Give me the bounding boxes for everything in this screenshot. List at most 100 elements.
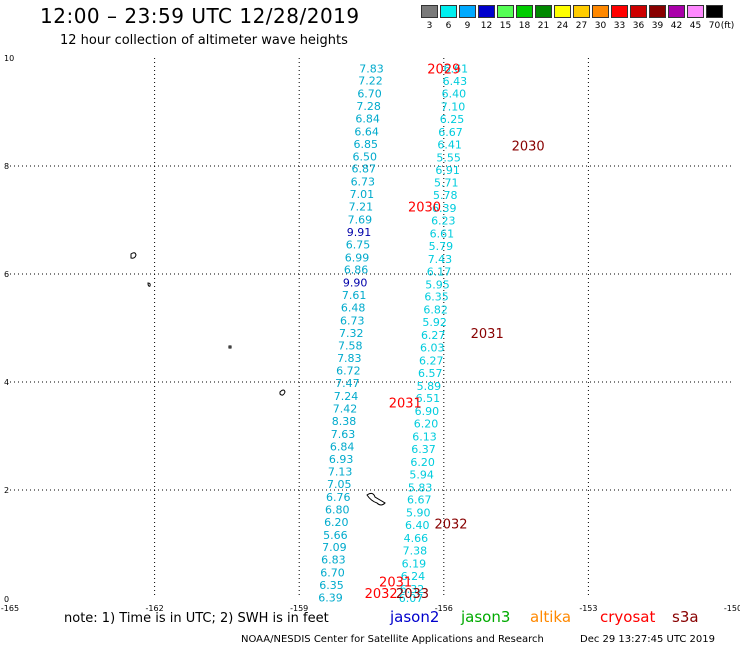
legend-swatch [421,5,438,18]
legend-swatch [592,5,609,18]
swh-value: 6.91 [435,164,460,177]
swh-value: 7.38 [403,544,428,557]
swh-value: 7.43 [428,253,453,266]
swh-value: 6.50 [353,150,378,163]
legend-label: 18 [518,21,531,31]
legend-label: 45 [689,21,702,31]
swh-value: 6.76 [326,491,351,504]
y-tick-label: 0 [4,595,9,604]
swh-value: 4.66 [404,532,429,545]
coastline [130,252,386,506]
legend-swatch [687,5,704,18]
x-tick-label: -150 [724,604,740,613]
swh-value: 5.79 [429,240,454,253]
swh-value: 5.90 [406,507,431,520]
swh-value: 6.37 [411,443,436,456]
legend-label: 15 [499,21,512,31]
swh-value: 6.86 [344,264,369,277]
swh-value: 6.70 [320,567,345,580]
swh-value: 7.09 [322,541,347,554]
swh-value: 6.39 [318,591,343,604]
swh-value: 9.90 [343,277,368,290]
swh-value: 5.94 [409,468,434,481]
island-outline [366,492,386,506]
swh-value: 6.03 [420,341,445,354]
swh-value: 7.01 [350,188,375,201]
swh-value: 6.90 [415,405,440,418]
legend-swatch [649,5,666,18]
swh-value: 6.99 [345,251,370,264]
y-tick-label: 10 [4,54,14,63]
swh-value: 6.75 [346,238,371,251]
credit-line: NOAA/NESDIS Center for Satellite Applica… [241,634,544,645]
swh-value: 6.51 [416,392,441,405]
legend-unit: (ft) [720,21,735,31]
swh-value: 6.84 [355,112,380,125]
legend-swatch [630,5,647,18]
swh-value: 6.40 [442,88,467,101]
legend-label: 12 [480,21,493,31]
swh-value: 6.17 [427,265,452,278]
swh-value: 6.84 [330,440,355,453]
legend-label: 9 [464,21,471,31]
island-outline [130,252,137,259]
time-label: 2032 [365,587,398,602]
island-outline [147,282,151,287]
legend-label: 39 [651,21,664,31]
legend-label: 21 [537,21,550,31]
legend-swatch [459,5,476,18]
footer-note: note: 1) Time is in UTC; 2) SWH is in fe… [64,611,329,626]
swh-value: 6.93 [329,453,354,466]
legend-label: 42 [670,21,683,31]
legend-swatch [535,5,552,18]
x-tick-label: -165 [1,604,19,613]
swh-value: 6.61 [444,62,469,75]
satellite-cryosat: cryosat [600,608,656,626]
swh-value: 7.28 [356,100,381,113]
swh-value: 7.61 [342,289,367,302]
x-tick-label: -162 [146,604,164,613]
swh-value: 6.70 [357,88,382,101]
time-label: 2031 [379,575,412,590]
time-label: 2031 [389,397,422,412]
legend-swatch [554,5,571,18]
swh-value: 7.69 [348,213,373,226]
swh-value: 6.43 [443,75,468,88]
swh-value: 6.20 [324,516,349,529]
swh-value: 7.10 [441,101,466,114]
legend-label: 3 [426,21,433,31]
swh-value: 5.71 [434,177,459,190]
swh-value: 7.83 [337,352,362,365]
swh-value: 6.25 [440,113,465,126]
legend-label: 30 [594,21,607,31]
swh-value: 6.82 [423,304,448,317]
swh-value: 6.85 [353,138,378,151]
y-tick-label: 8 [4,162,9,171]
legend-label: 70 [708,21,721,31]
swh-value: 6.35 [424,291,449,304]
x-tick-label: -159 [290,604,308,613]
swh-value: 5.66 [323,529,348,542]
swh-value: 9.91 [347,226,372,239]
grid-lines [10,58,733,598]
legend-swatch [668,5,685,18]
swh-value: 6.48 [341,301,366,314]
swh-value: 5.55 [436,151,461,164]
time-label: 2030 [408,201,441,216]
swh-value: 6.57 [418,367,443,380]
satellite-s3a: s3a [672,608,699,626]
swh-value: 6.32 [400,583,425,596]
legend-label: 6 [445,21,452,31]
swh-value: 6.67 [407,494,432,507]
time-label: 2032 [434,517,467,532]
track-left: 7.837.226.707.286.846.646.856.506.876.73… [318,62,383,604]
swh-value: 7.63 [331,428,356,441]
swh-value: 6.24 [401,570,426,583]
track-right: 6.616.436.407.106.256.676.415.556.915.71… [399,62,468,605]
swh-value: 6.35 [319,579,344,592]
swh-value: 6.27 [419,354,444,367]
chart-subtitle: 12 hour collection of altimeter wave hei… [60,33,348,48]
satellite-altika: altika [530,608,572,626]
swh-value: 6.67 [438,126,463,139]
